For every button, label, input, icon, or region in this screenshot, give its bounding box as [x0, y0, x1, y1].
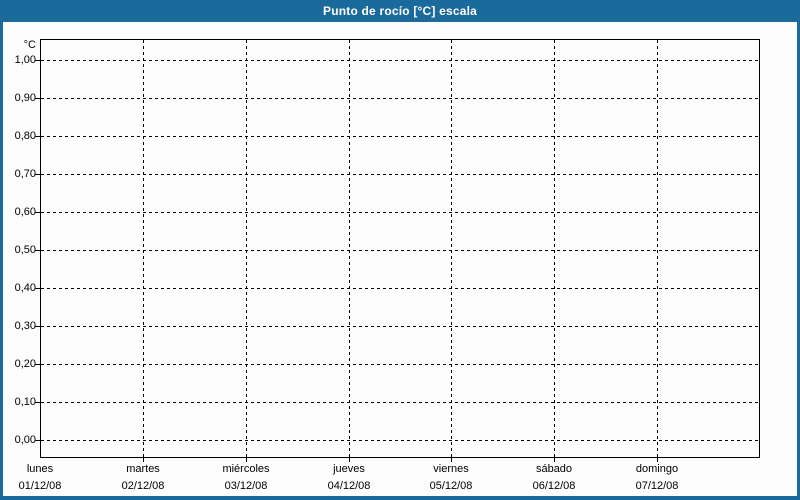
h-gridline [41, 136, 759, 137]
x-axis-date-label: 02/12/08 [121, 480, 165, 492]
x-axis-day-label: miércoles [222, 463, 270, 475]
x-axis-date-label: 05/12/08 [429, 480, 473, 492]
h-gridline [41, 60, 759, 61]
h-gridline [41, 98, 759, 99]
y-tick-mark [35, 212, 40, 213]
y-axis-tick-label: 0,60 [14, 206, 36, 218]
y-axis-tick-label: 0,00 [14, 434, 36, 446]
y-tick-mark [35, 60, 40, 61]
y-tick-mark [35, 440, 40, 441]
plot-area [35, 39, 760, 462]
v-gridline [554, 40, 555, 457]
y-axis-unit-label: °C [23, 39, 36, 51]
v-gridline [451, 40, 452, 457]
x-axis-date-label: 03/12/08 [224, 480, 268, 492]
x-tick-mark [349, 458, 350, 462]
h-gridline [41, 326, 759, 327]
h-gridline [41, 364, 759, 365]
x-axis-day-label: lunes [26, 463, 54, 475]
x-axis-date-label: 07/12/08 [635, 480, 679, 492]
x-axis-day-label: viernes [433, 463, 469, 475]
y-axis-tick-label: 0,20 [14, 358, 36, 370]
x-tick-mark [657, 458, 658, 462]
y-axis-tick-label: 0,70 [14, 168, 36, 180]
frame-bottom-inner-line [0, 496, 800, 497]
x-axis-day-label: domingo [635, 463, 679, 475]
title-bar: Punto de rocío [°C] escala [3, 0, 797, 22]
v-gridline [246, 40, 247, 457]
x-axis-day-label: jueves [333, 463, 365, 475]
h-gridline [41, 212, 759, 213]
y-axis-tick-label: 0,40 [14, 282, 36, 294]
x-axis-date-label: 01/12/08 [18, 480, 62, 492]
x-tick-mark [554, 458, 555, 462]
x-tick-mark [143, 458, 144, 462]
x-tick-mark [246, 458, 247, 462]
x-axis-day-label: sábado [535, 463, 573, 475]
v-gridline [657, 40, 658, 457]
y-tick-mark [35, 250, 40, 251]
y-axis-tick-label: 0,30 [14, 320, 36, 332]
y-tick-mark [35, 98, 40, 99]
y-axis-tick-label: 0,10 [14, 396, 36, 408]
y-axis-tick-label: 0,90 [14, 92, 36, 104]
x-tick-mark [451, 458, 452, 462]
v-gridline [143, 40, 144, 457]
h-gridline [41, 440, 759, 441]
y-tick-mark [35, 288, 40, 289]
y-axis-tick-label: 0,80 [14, 130, 36, 142]
x-axis-date-label: 04/12/08 [327, 480, 371, 492]
y-axis-tick-label: 1,00 [14, 54, 36, 66]
y-tick-mark [35, 136, 40, 137]
y-axis-tick-label: 0,50 [14, 244, 36, 256]
y-tick-mark [35, 326, 40, 327]
y-tick-mark [35, 174, 40, 175]
h-gridline [41, 288, 759, 289]
x-axis-day-label: martes [126, 463, 160, 475]
v-gridline [349, 40, 350, 457]
x-axis-date-label: 06/12/08 [532, 480, 576, 492]
h-gridline [41, 402, 759, 403]
y-tick-mark [35, 402, 40, 403]
chart-title: Punto de rocío [°C] escala [322, 4, 478, 18]
h-gridline [41, 250, 759, 251]
h-gridline [41, 174, 759, 175]
y-tick-mark [35, 364, 40, 365]
